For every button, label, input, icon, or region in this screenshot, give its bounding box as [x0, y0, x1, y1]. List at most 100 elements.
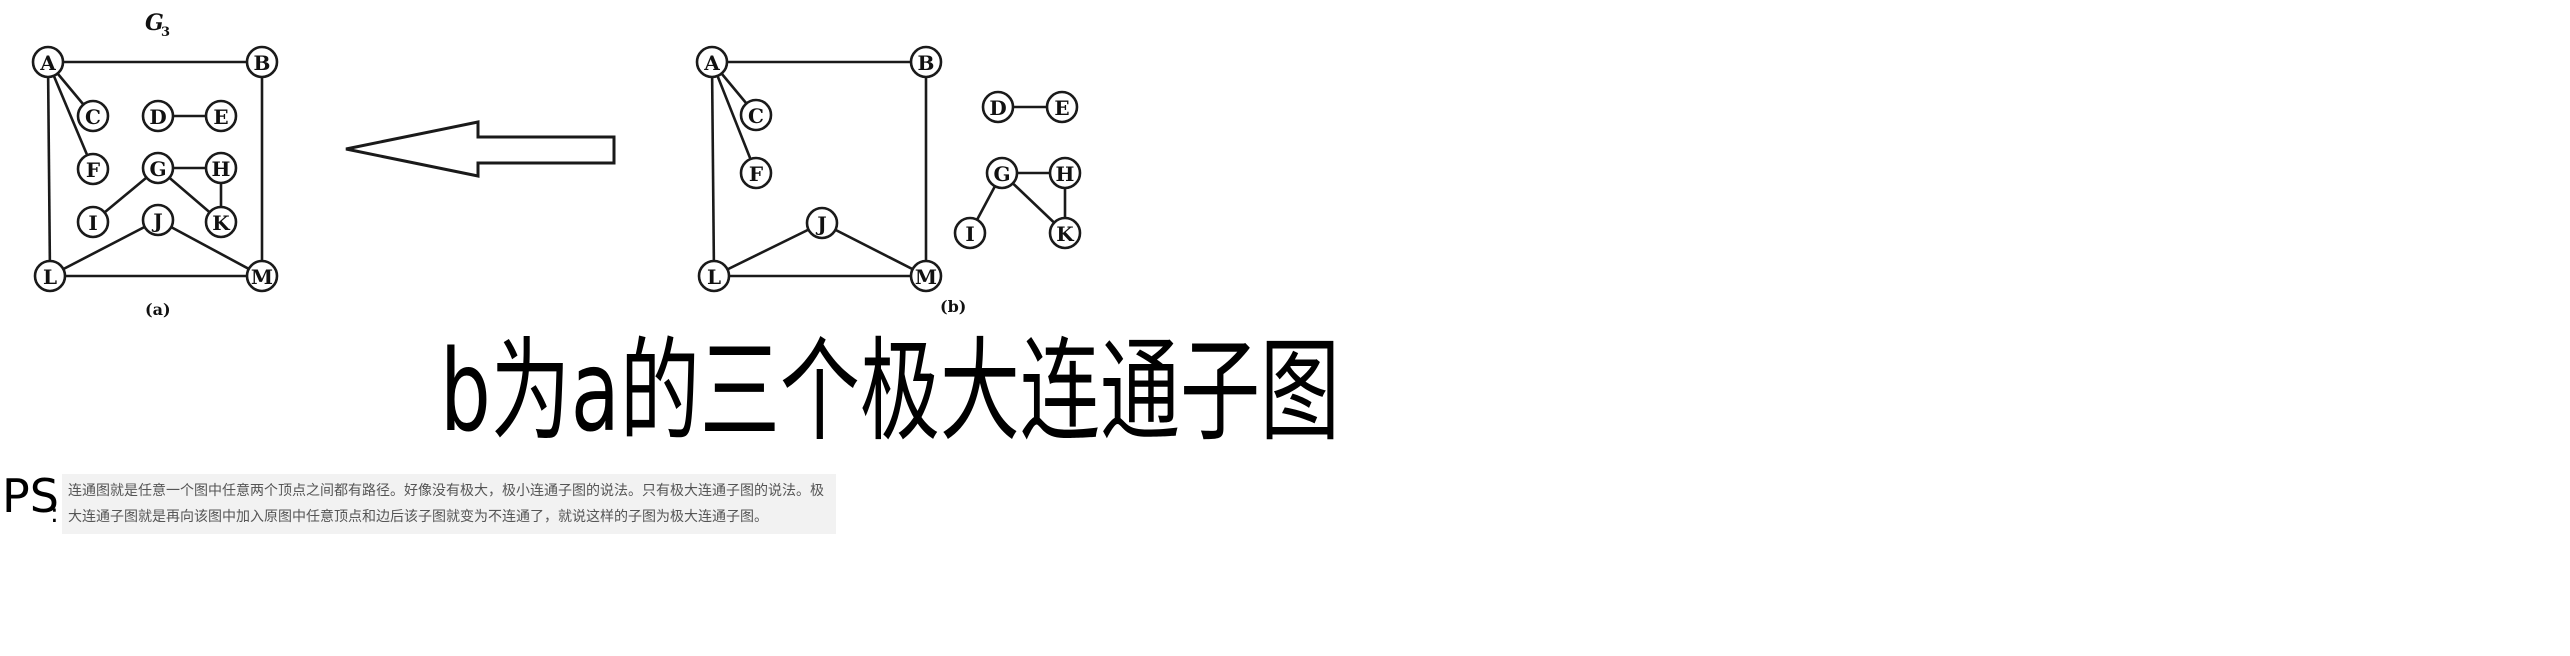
graph-a-node-b-label: B [254, 51, 271, 75]
graph-a-node-e-label: E [213, 105, 228, 129]
graph-b-node-i-circle [953, 216, 987, 250]
graph-b-node-m-label: M [915, 265, 937, 289]
graph-b-node-m: M [909, 259, 943, 293]
graph-b-node-b: B [909, 45, 943, 79]
graph-a-node-m: M [245, 259, 279, 293]
graph-b-node-h-label: H [1056, 162, 1075, 186]
graph-b-node-k: K [1048, 216, 1082, 250]
graph-b-node-g: G [985, 156, 1019, 190]
graph-a-edge-a-f [46, 61, 95, 170]
graph-a-node-a-label: A [39, 51, 56, 75]
graph-b-edge-a-f [710, 61, 758, 174]
graph-b-node-h: H [1048, 156, 1082, 190]
graph-a-node-h-circle [204, 151, 238, 185]
graph-b-node-g-label: G [993, 162, 1010, 186]
graph-b-node-c-label: C [748, 104, 764, 128]
graph-b-node-l-circle [697, 259, 731, 293]
graph-a-title-subscript: 3 [161, 25, 170, 40]
graph-a-nodes: A B C D E F G H I J K L M [31, 45, 279, 293]
graph-a-node-l: L [33, 259, 67, 293]
graph-b-node-j-label: J [815, 212, 826, 236]
graph-a-node-j-label: J [151, 209, 162, 233]
graph-b-node-l-label: L [707, 265, 721, 289]
graph-b-node-a-label: A [703, 51, 720, 75]
graph-b-node-d: D [981, 90, 1015, 124]
graph-b-node-f-label: F [749, 162, 763, 186]
left-arrow-icon [345, 120, 616, 178]
graph-b-node-m-circle [909, 259, 943, 293]
graph-b-node-i-label: I [965, 222, 974, 246]
graph-a-node-l-label: L [43, 265, 57, 289]
graph-b-node-k-label: K [1056, 222, 1074, 246]
graph-a-edge-j-l [49, 218, 159, 278]
graph-a-caption: (a) [145, 300, 171, 319]
graph-a-node-f: F [76, 152, 110, 186]
graph-a-node-d-label: D [149, 105, 166, 129]
graph-a-edge-a-l [46, 61, 52, 277]
graph-a-node-m-label: M [251, 265, 273, 289]
graph-a-node-l-circle [33, 259, 67, 293]
graph-b-node-c: C [739, 98, 773, 132]
graph-b-node-f: F [739, 156, 773, 190]
graph-a-node-a-circle [31, 45, 65, 79]
graph-b-node-d-label: D [989, 96, 1006, 120]
graph-a-node-b: B [245, 45, 279, 79]
graph-a-node-d-circle [141, 99, 175, 133]
graph-a-node-g: G [141, 151, 175, 185]
graph-a-node-k-circle [204, 205, 238, 239]
graph-b-edge-j-m [821, 221, 927, 278]
note-box [62, 474, 836, 534]
graph-a-node-g-circle [141, 151, 175, 185]
graph-a-node-k: K [204, 205, 238, 239]
graph-b-nodes: A B C F J L M D E G H I K [695, 45, 1082, 293]
graph-b-node-i: I [953, 216, 987, 250]
graph-a-node-f-label: F [86, 158, 100, 182]
graph-a-node-h-label: H [212, 157, 231, 181]
graph-b-node-e: E [1045, 90, 1079, 124]
graph-a-node-d: D [141, 99, 175, 133]
graph-b-node-e-label: E [1054, 96, 1069, 120]
graph-a-title: G [145, 10, 164, 36]
ps-label: PS [2, 469, 59, 523]
graph-b-node-e-circle [1045, 90, 1079, 124]
graph-b-node-j: J [805, 206, 839, 240]
graph-b-node-k-circle [1048, 216, 1082, 250]
graph-a-edges [46, 60, 264, 278]
graph-a-node-i: I [76, 205, 110, 239]
graph-b-node-j-circle [805, 206, 839, 240]
graph-b-node-a-circle [695, 45, 729, 79]
graph-b-edge-j-l [713, 221, 823, 278]
graph-a-node-g-label: G [149, 157, 166, 181]
graph-a-node-a: A [31, 45, 65, 79]
graph-b-node-a: A [695, 45, 729, 79]
graph-a-node-k-label: K [212, 211, 230, 235]
graph-b-node-h-circle [1048, 156, 1082, 190]
graph-a-node-i-circle [76, 205, 110, 239]
graph-b-caption: (b) [940, 297, 966, 316]
graph-a-node-i-label: I [88, 211, 97, 235]
note-text: 连通图就是任意一个图中任意两个顶点之间都有路径。好像没有极大，极小连通子图的说法… [68, 483, 824, 525]
graph-b-node-d-circle [981, 90, 1015, 124]
graph-a: G 3 A B C D E F G H I J K L M (a) [31, 10, 279, 319]
graph-b-node-b-label: B [918, 51, 935, 75]
graph-b: A B C F J L M D E G H I K (b) [695, 45, 1082, 316]
graph-a-node-f-circle [76, 152, 110, 186]
handwritten-annotation: b为a的三个极大连通子图 [440, 327, 1340, 457]
graph-a-node-b-circle [245, 45, 279, 79]
graph-b-node-c-circle [739, 98, 773, 132]
graph-b-edge-a-l [710, 61, 716, 277]
graph-a-node-e: E [204, 99, 238, 133]
graph-a-node-c: C [76, 99, 110, 133]
graph-a-node-c-circle [76, 99, 110, 133]
ps-colon: : [50, 499, 59, 529]
graph-a-node-j: J [141, 203, 175, 237]
graph-a-node-j-circle [141, 203, 175, 237]
graph-a-node-e-circle [204, 99, 238, 133]
graph-a-edge-j-m [157, 218, 263, 278]
graph-b-node-l: L [697, 259, 731, 293]
graph-b-node-b-circle [909, 45, 943, 79]
graph-b-node-g-circle [985, 156, 1019, 190]
graph-a-node-c-label: C [85, 105, 101, 129]
graph-a-node-h: H [204, 151, 238, 185]
